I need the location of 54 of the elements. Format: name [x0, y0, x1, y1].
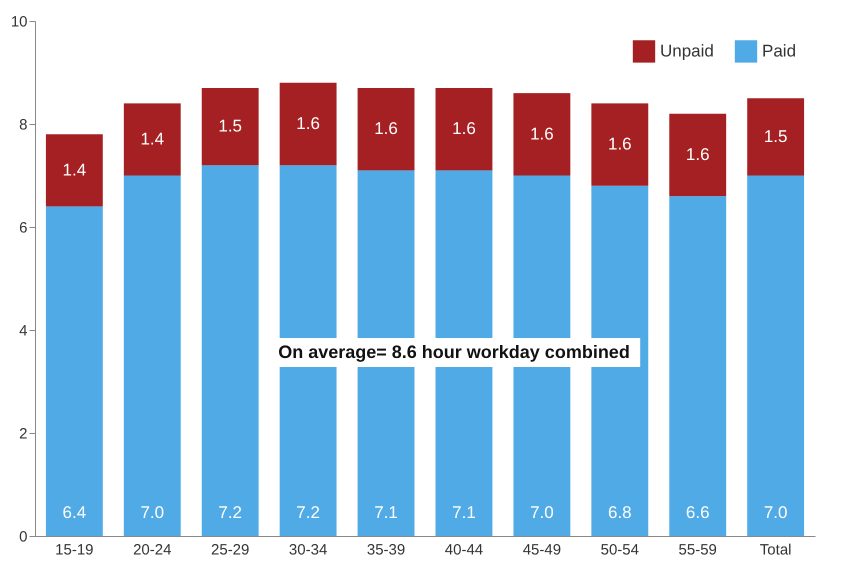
data-label: 7.1 [452, 502, 476, 522]
bar [124, 103, 181, 176]
x-tick-label: 55-59 [678, 542, 717, 558]
data-label: 1.6 [686, 144, 710, 164]
x-tick-label: 45-49 [522, 542, 562, 558]
x-tick-label: 25-29 [211, 542, 250, 558]
data-label: 7.0 [140, 502, 164, 522]
bar [513, 93, 570, 176]
data-label: 1.6 [374, 119, 398, 138]
bar [124, 176, 181, 536]
data-label: 7.2 [218, 502, 242, 522]
x-tick-label: 30-34 [288, 542, 328, 558]
data-label: 1.6 [608, 134, 632, 154]
bar [46, 134, 103, 206]
data-label: 7.0 [764, 502, 788, 522]
data-label: 7.1 [374, 502, 398, 522]
data-label: 7.2 [296, 502, 320, 522]
data-label: 6.8 [608, 502, 632, 522]
x-tick-label: 35-39 [366, 542, 406, 558]
bar [669, 196, 726, 536]
data-label: 1.5 [764, 126, 788, 146]
x-tick-label: Total [760, 542, 792, 558]
data-label: 1.4 [140, 129, 164, 148]
bar [747, 176, 804, 536]
x-tick-label: 50-54 [600, 542, 639, 558]
data-label: 6.4 [62, 502, 86, 522]
data-label: 1.6 [452, 119, 476, 138]
x-tick-label: 20-24 [133, 542, 172, 558]
data-label: 1.6 [296, 114, 320, 133]
bar [358, 88, 414, 170]
data-label: 1.6 [530, 124, 554, 144]
x-tick-label: 15-19 [55, 542, 94, 558]
data-label: 1.4 [62, 160, 86, 180]
y-tick-label: 2 [19, 426, 28, 442]
bar [46, 206, 103, 536]
bar [202, 165, 259, 536]
legend-label: Unpaid [660, 41, 714, 60]
y-tick-label: 6 [19, 220, 28, 236]
data-label: 7.0 [530, 502, 554, 522]
legend-label: Paid [762, 41, 796, 60]
y-tick-label: 10 [10, 14, 28, 30]
bar [436, 88, 492, 170]
x-tick-label: 40-44 [444, 542, 484, 558]
y-tick-label: 8 [19, 116, 28, 134]
bar [280, 82, 337, 166]
bar [591, 103, 648, 186]
bar [669, 114, 726, 196]
data-label: 6.6 [686, 502, 710, 522]
bar [747, 98, 804, 176]
data-label: 1.5 [218, 116, 242, 136]
y-tick-label: 0 [19, 528, 28, 546]
annotation: On average= 8.6 hour workday combined [268, 338, 640, 367]
bar [202, 88, 259, 166]
y-tick-label: 4 [19, 322, 28, 340]
